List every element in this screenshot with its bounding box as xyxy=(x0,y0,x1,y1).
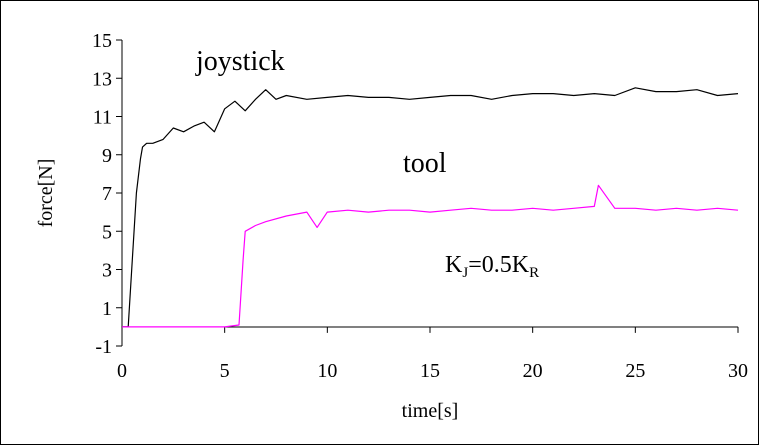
gain-k-j-base: K xyxy=(445,252,463,278)
x-ticks: 0 5 10 15 20 25 30 xyxy=(117,326,748,382)
x-tick-label: 20 xyxy=(523,360,543,382)
gain-relation-label: KJ=0.5KR xyxy=(445,252,539,281)
x-tick-label: 10 xyxy=(317,360,337,382)
series-layer xyxy=(122,87,739,328)
gain-k-j-subscript: J xyxy=(462,265,468,281)
x-tick-label: 25 xyxy=(625,360,645,382)
y-tick-label: 5 xyxy=(102,221,112,243)
joystick-label: joystick xyxy=(195,46,285,77)
gain-k-r-subscript: R xyxy=(529,265,539,281)
y-tick-label: 1 xyxy=(102,298,112,320)
x-axis-title: time[s] xyxy=(402,400,459,422)
x-tick-label: 0 xyxy=(117,360,127,382)
y-tick-label: 9 xyxy=(102,145,112,167)
series-line-joystick xyxy=(122,87,739,328)
y-tick-label: -1 xyxy=(95,336,112,358)
gain-mid: =0.5K xyxy=(468,252,530,278)
x-tick-label: 30 xyxy=(728,360,748,382)
y-tick-label: 11 xyxy=(93,107,112,129)
y-axis-title: force[N] xyxy=(35,159,57,228)
tool-label: tool xyxy=(403,148,447,179)
y-tick-label: 15 xyxy=(92,30,112,52)
y-tick-label: 3 xyxy=(102,260,112,282)
x-tick-label: 15 xyxy=(420,360,440,382)
x-tick-label: 5 xyxy=(220,360,230,382)
series-line-tool xyxy=(122,184,739,328)
y-tick-label: 7 xyxy=(102,183,112,205)
y-tick-label: 13 xyxy=(92,68,112,90)
